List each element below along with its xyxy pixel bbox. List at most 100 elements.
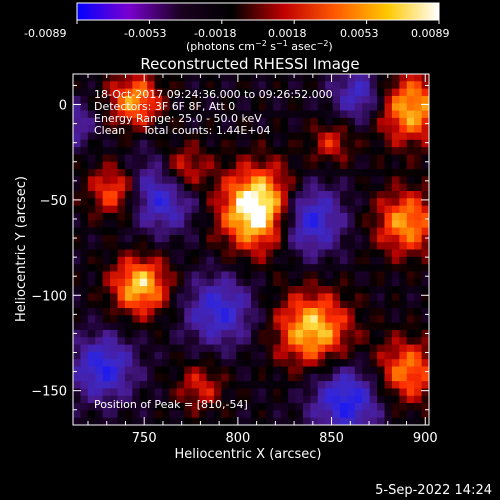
heatmap-cell (73, 286, 81, 294)
heatmap-cell (317, 81, 326, 90)
heatmap-cell (362, 117, 371, 126)
heatmap-cell (406, 359, 415, 367)
heatmap-cell (369, 154, 378, 163)
heatmap-cell (369, 161, 378, 170)
heatmap-cell (132, 286, 141, 294)
heatmap-cell (295, 74, 304, 82)
heatmap-cell (421, 373, 430, 382)
heatmap-cell (421, 337, 430, 346)
heatmap-cell (399, 147, 408, 155)
heatmap-cell (384, 220, 393, 229)
heatmap-cell (340, 308, 348, 316)
heatmap-cell (124, 388, 133, 397)
heatmap-cell (332, 300, 341, 309)
heatmap-cell (377, 81, 385, 90)
heatmap-cell (184, 132, 193, 141)
heatmap-cell (414, 373, 423, 382)
heatmap-cell (139, 198, 148, 207)
heatmap-cell (310, 205, 319, 214)
heatmap-cell (391, 410, 400, 419)
heatmap-cell (325, 198, 334, 207)
heatmap-cell (147, 271, 156, 280)
heatmap-cell (206, 278, 215, 287)
heatmap-cell (73, 249, 81, 258)
heatmap-cell (295, 286, 304, 294)
heatmap-cell (265, 381, 274, 389)
heatmap-cell (184, 344, 193, 353)
heatmap-cell (325, 329, 334, 338)
heatmap-cell (354, 220, 363, 229)
heatmap-cell (169, 117, 178, 126)
heatmap-cell (310, 110, 319, 119)
heatmap-cell (139, 103, 148, 112)
heatmap-cell (162, 366, 170, 375)
colorbar-tick-label: -0.0089 (24, 27, 66, 40)
heatmap-cell (302, 278, 311, 287)
heatmap-cell (302, 74, 311, 82)
heatmap-cell (258, 344, 267, 353)
heatmap-cell (117, 337, 126, 346)
heatmap-cell (354, 256, 363, 265)
heatmap-cell (421, 205, 430, 214)
heatmap-cell (162, 139, 170, 148)
heatmap-cell (199, 212, 207, 221)
heatmap-cell (102, 125, 111, 133)
heatmap-cell (251, 403, 259, 411)
heatmap-cell (117, 381, 126, 389)
heatmap-cell (377, 125, 385, 133)
heatmap-cell (317, 271, 326, 280)
heatmap-cell (243, 205, 252, 214)
heatmap-cell (184, 103, 193, 112)
heatmap-cell (258, 293, 267, 302)
heatmap-cell (354, 337, 363, 346)
heatmap-cell (362, 154, 371, 163)
heatmap-cell (80, 344, 89, 353)
heatmap-cell (273, 88, 282, 97)
heatmap-cell (414, 205, 423, 214)
heatmap-cell (102, 154, 111, 163)
heatmap-cell (302, 410, 311, 419)
heatmap-cell (80, 264, 89, 272)
heatmap-cell (317, 88, 326, 97)
heatmap-cell (369, 95, 378, 104)
heatmap-cell (102, 234, 111, 243)
heatmap-cell (80, 103, 89, 112)
heatmap-cell (228, 169, 237, 177)
heatmap-cell (273, 300, 282, 309)
heatmap-cell (213, 81, 222, 90)
heatmap-cell (228, 381, 237, 389)
heatmap-cell (221, 395, 230, 404)
heatmap-cell (421, 293, 430, 302)
heatmap-cell (95, 205, 104, 214)
heatmap-cell (139, 161, 148, 170)
heatmap-cell (369, 308, 378, 316)
heatmap-cell (117, 169, 126, 177)
heatmap-cell (362, 329, 371, 338)
heatmap-cell (169, 242, 178, 250)
heatmap-cell (206, 110, 215, 119)
heatmap-cell (377, 329, 385, 338)
heatmap-cell (147, 293, 156, 302)
heatmap-cell (295, 256, 304, 265)
heatmap-cell (80, 110, 89, 119)
heatmap-cell (139, 88, 148, 97)
heatmap-cell (243, 410, 252, 419)
heatmap-cell (213, 161, 222, 170)
heatmap-cell (317, 183, 326, 192)
heatmap-cell (399, 264, 408, 272)
heatmap-cell (162, 103, 170, 112)
heatmap-cell (288, 183, 296, 192)
heatmap-cell (132, 110, 141, 119)
heatmap-cell (110, 410, 118, 419)
heatmap-cell (154, 95, 163, 104)
heatmap-cell (421, 344, 430, 353)
heatmap-cell (302, 417, 311, 426)
heatmap-cell (347, 212, 356, 221)
heatmap-cell (377, 271, 385, 280)
heatmap-cell (80, 220, 89, 229)
heatmap-cell (258, 256, 267, 265)
heatmap-cell (302, 286, 311, 294)
heatmap-cell (362, 403, 371, 411)
heatmap-cell (139, 337, 148, 346)
heatmap-cell (102, 264, 111, 272)
